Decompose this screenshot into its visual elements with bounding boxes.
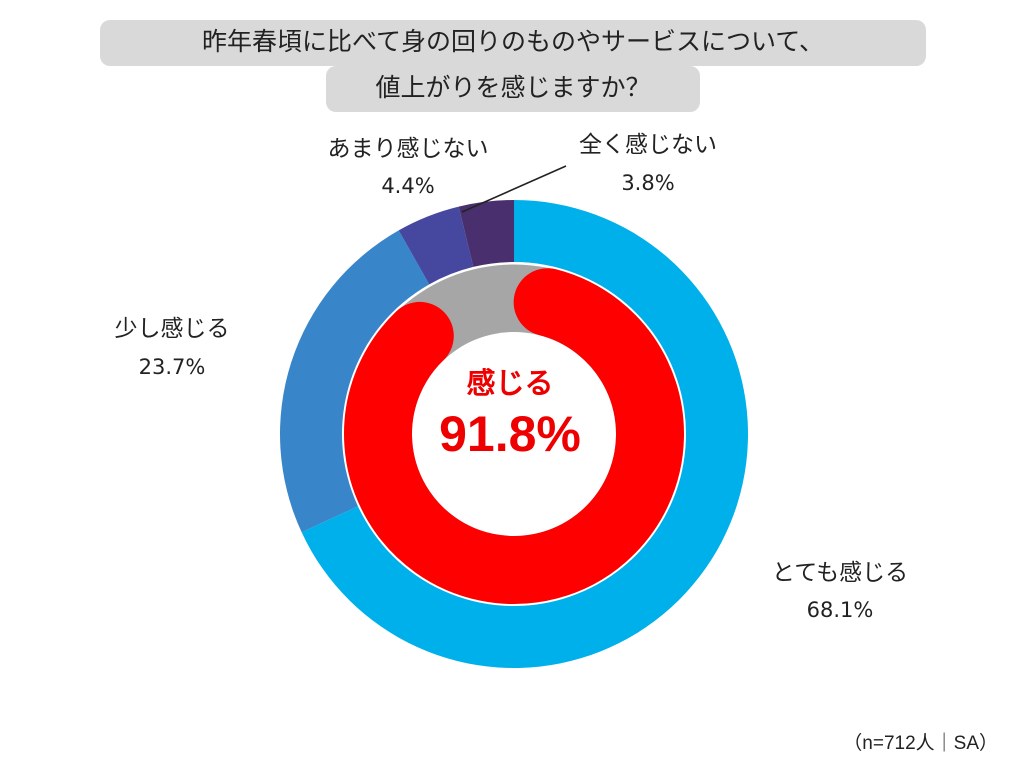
label-全く感じない: 全く感じない <box>579 132 717 158</box>
outer-slice-少し感じる <box>280 230 430 533</box>
label-あまり感じない: あまり感じない <box>328 136 489 162</box>
center-label: 感じる <box>466 366 553 400</box>
sample-size-note: （n=712人｜SA） <box>843 733 998 754</box>
chart-title-line-1: 昨年春頃に比べて身の回りのものやサービスについて、 <box>100 20 926 66</box>
leader-line-全く感じない <box>461 165 567 213</box>
outer-slice-全く感じない <box>458 200 514 267</box>
chart-title-line-2: 値上がりを感じますか？ <box>326 66 700 112</box>
value-とても感じる: 68.1% <box>807 598 874 622</box>
value-全く感じない: 3.8% <box>621 171 674 195</box>
inner-hole <box>412 332 616 536</box>
outer-ring <box>280 200 748 668</box>
inner-ring <box>344 264 684 604</box>
label-とても感じる: とても感じる <box>772 560 908 586</box>
outer-slice-あまり感じない <box>398 206 474 285</box>
value-あまり感じない: 4.4% <box>381 174 434 198</box>
inner-slice-感じる <box>344 268 684 604</box>
label-少し感じる: 少し感じる <box>115 316 230 342</box>
value-少し感じる: 23.7% <box>139 355 206 379</box>
center-value: 91.8% <box>439 406 581 462</box>
